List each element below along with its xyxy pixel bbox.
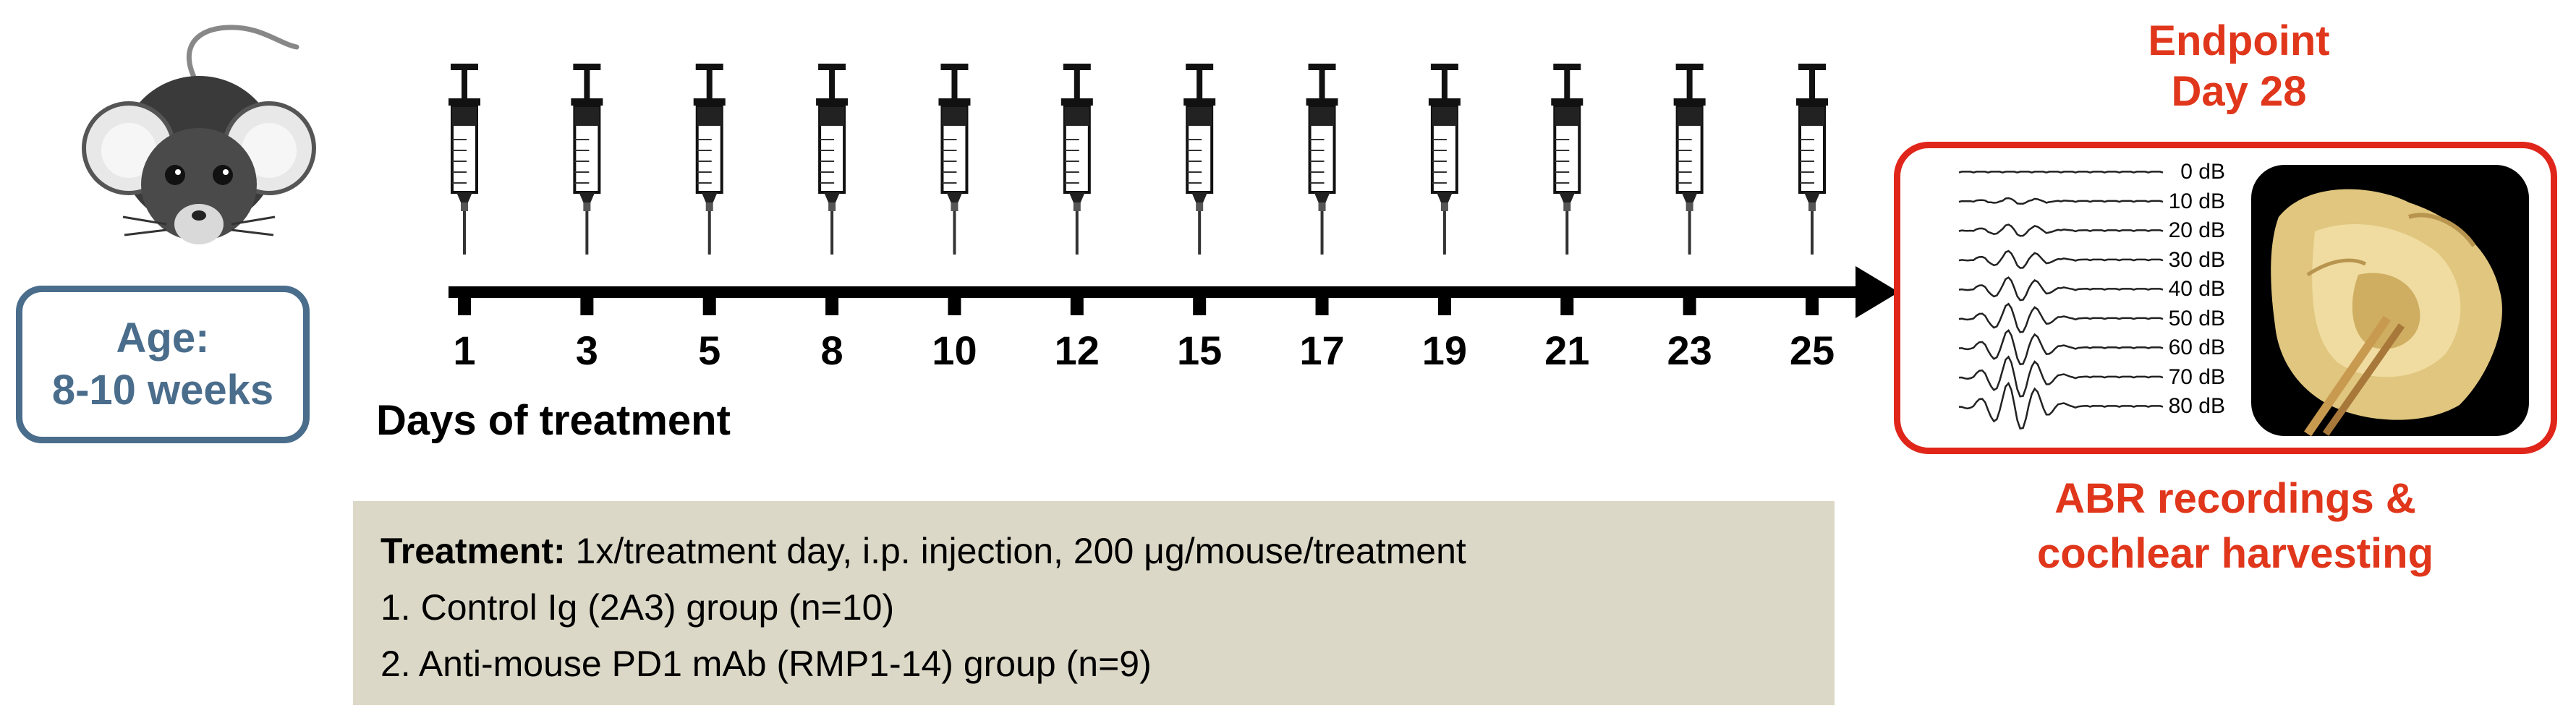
treatment-heading-line: Treatment: 1x/treatment day, i.p. inject… (381, 523, 1807, 579)
day-tick (1193, 298, 1207, 315)
day-number: 8 (820, 328, 843, 373)
db-level-label: 20 dB (2168, 218, 2225, 242)
day-number: 10 (932, 328, 977, 373)
db-level-label: 30 dB (2168, 247, 2225, 272)
timeline-axis (449, 286, 1866, 298)
db-level-label: 70 dB (2168, 364, 2225, 389)
abr-trace (1958, 328, 2164, 366)
abr-trace (1958, 302, 2164, 333)
endpoint-label: Endpoint (2148, 17, 2330, 64)
day-number: 25 (1789, 328, 1835, 373)
db-level-label: 80 dB (2168, 394, 2225, 418)
day-tick (1806, 298, 1819, 315)
timeline-arrowhead (1856, 266, 1899, 318)
day-number: 5 (698, 328, 721, 373)
day-tick (948, 298, 961, 315)
abr-trace (1958, 355, 2164, 398)
day-tick (702, 298, 716, 315)
day-ticks (458, 298, 1819, 315)
abr-trace (1958, 249, 2164, 269)
day-tick (1683, 298, 1696, 315)
day-tick (580, 298, 594, 315)
outcome-line-1: ABR recordings & (2054, 475, 2416, 522)
abr-trace (1958, 276, 2164, 302)
day-tick (1437, 298, 1451, 315)
day-number: 21 (1544, 328, 1590, 373)
db-level-label: 0 dB (2180, 160, 2225, 184)
db-level-label: 60 dB (2168, 336, 2225, 359)
age-range: 8-10 weeks (51, 367, 274, 414)
cochlea-photo (2251, 165, 2529, 437)
day-tick (1560, 298, 1574, 315)
abr-waveforms (1958, 171, 2164, 430)
db-level-label: 10 dB (2168, 189, 2225, 213)
day-tick (825, 298, 839, 315)
outcome-line-2: cochlear harvesting (2037, 530, 2433, 577)
day-number: 17 (1299, 328, 1345, 373)
abr-trace (1958, 197, 2164, 205)
day-number: 15 (1177, 328, 1223, 373)
day-number: 3 (575, 328, 598, 373)
day-tick (1070, 298, 1084, 315)
abr-trace (1958, 171, 2164, 174)
endpoint-title: Endpoint Day 28 (2087, 16, 2391, 117)
mouse-icon (82, 25, 316, 244)
abr-trace (1958, 381, 2164, 430)
group-1: 1. Control Ig (2A3) group (n=10) (381, 587, 895, 628)
day-tick (1315, 298, 1329, 315)
abr-trace (1958, 223, 2164, 237)
day-number: 23 (1667, 328, 1712, 373)
day-number: 12 (1054, 328, 1100, 373)
db-level-label: 40 dB (2168, 277, 2225, 301)
age-label: Age: (116, 314, 210, 362)
endpoint-day: Day 28 (2171, 68, 2307, 115)
endpoint-outcome: ABR recordings & cochlear harvesting (1931, 471, 2539, 581)
day-number: 19 (1421, 328, 1468, 373)
days-of-treatment-label: Days of treatment (376, 397, 731, 444)
group-2: 2. Anti-mouse PD1 mAb (RMP1-14) group (n… (381, 644, 1152, 684)
treatment-heading: Treatment: (381, 531, 566, 571)
day-number: 1 (453, 328, 476, 373)
db-level-label: 50 dB (2168, 306, 2225, 330)
treatment-detail: 1x/treatment day, i.p. injection, 200 μg… (565, 531, 1466, 571)
day-tick (458, 298, 471, 315)
age-box: Age: 8-10 weeks (16, 286, 310, 443)
treatment-box: Treatment: 1x/treatment day, i.p. inject… (353, 501, 1835, 705)
